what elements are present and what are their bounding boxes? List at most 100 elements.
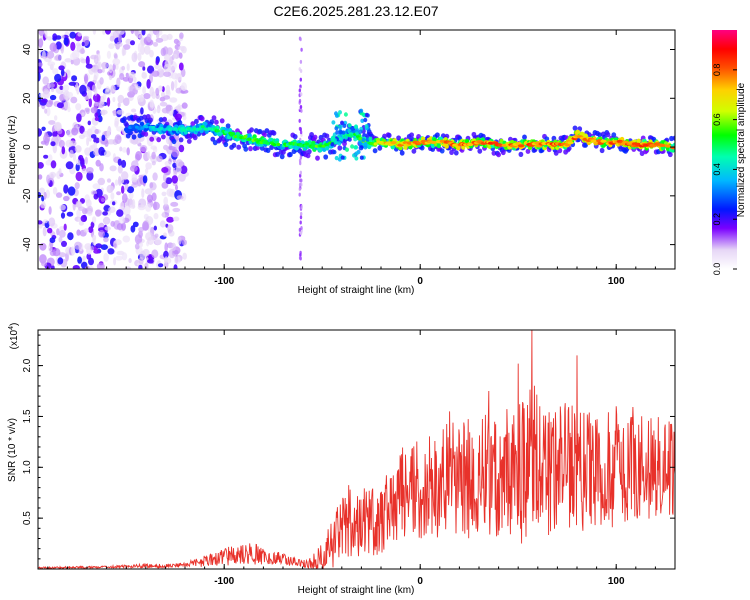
spectrogram-x-tick-label: 100: [608, 276, 625, 287]
spectrogram-cell: [93, 137, 100, 144]
spectrogram-cell: [38, 174, 43, 180]
spectrogram-cell: [75, 158, 81, 166]
spectrogram-cell: [79, 84, 87, 95]
spectrogram-cell: [52, 68, 59, 75]
spectrogram-x-tick-label: 0: [417, 276, 423, 287]
spectrogram-cell: [165, 84, 171, 95]
spectrogram-cell: [87, 120, 92, 126]
spectrogram-cell: [86, 137, 90, 147]
spectrogram-cell: [174, 73, 183, 81]
spectrogram-cell: [353, 145, 358, 150]
spectrogram-cell: [265, 141, 270, 145]
spectrogram-cell: [147, 259, 154, 264]
spectrogram-cell: [102, 216, 111, 225]
spectrogram-cell: [164, 256, 169, 264]
spectrogram-cell: [71, 75, 78, 82]
spectrogram-cell: [112, 63, 116, 71]
spectrogram-cell: [165, 177, 173, 185]
spectrogram-cell: [110, 84, 116, 93]
spectrogram-cell: [315, 155, 320, 161]
spectrogram-cell: [151, 70, 160, 77]
spectrogram-cell: [219, 118, 225, 124]
spectrogram-cell: [178, 62, 184, 71]
spectrogram-cell: [430, 140, 437, 144]
spectrogram-cell: [144, 125, 149, 129]
spectrogram-cell: [162, 203, 170, 211]
spectrogram-cell: [109, 165, 117, 172]
spectrogram-cell: [48, 120, 56, 125]
spectrogram-cell: [122, 76, 130, 82]
spectrogram-cell: [518, 151, 524, 157]
spectrogram-cell: [58, 65, 65, 71]
spectrogram-cell: [672, 142, 675, 148]
spectrogram-cell: [411, 148, 417, 154]
spectrogram-cell: [70, 96, 78, 104]
spectrogram-cell: [88, 97, 93, 108]
spectrogram-cell: [349, 133, 354, 139]
spectrogram-cell: [409, 132, 414, 138]
colorbar-gradient: [712, 30, 737, 269]
spectrogram-y-axis-label: Frequency (Hz): [7, 116, 18, 185]
spectrogram-cell: [181, 82, 187, 92]
spectrogram-cell: [38, 220, 43, 225]
spectrogram-cell: [50, 160, 57, 169]
spectrogram-cell: [46, 174, 51, 184]
spectrogram-cell: [347, 137, 352, 142]
spectrogram-cell: [350, 144, 355, 149]
spectrogram-cell: [97, 115, 103, 123]
spectrogram-cell: [144, 188, 153, 195]
spectrogram-x-ticks: -100 0 100: [47, 30, 676, 287]
spectrogram-cell: [211, 115, 217, 121]
spectrogram-cell: [43, 154, 49, 159]
spectrogram-cell: [331, 120, 336, 125]
spectrogram-x-axis-label: Height of straight line (km): [298, 285, 415, 296]
spectrogram-cell: [101, 134, 106, 141]
spectrogram-cell: [108, 64, 113, 74]
spectrogram-cell: [178, 137, 184, 143]
spectrogram-cell: [44, 108, 48, 114]
spectrogram-cell: [154, 238, 162, 245]
spectrogram-cell: [298, 227, 302, 232]
spectrogram-cell: [140, 93, 145, 102]
spectrogram-cell: [98, 146, 105, 156]
spectrogram-cell: [231, 142, 237, 148]
spectrogram-cell: [61, 240, 67, 247]
spectrogram-cell: [318, 147, 323, 153]
colorbar-tick-label: 0.0: [712, 263, 722, 276]
spectrogram-cell: [154, 233, 159, 238]
spectrogram-cell: [40, 140, 47, 145]
spectrogram-cell: [142, 66, 146, 71]
spectrogram-cell: [40, 98, 48, 104]
spectrogram-cell: [340, 120, 344, 126]
spectrogram-cell: [100, 244, 109, 251]
spectrogram-cell: [360, 118, 365, 124]
spectrogram-cell: [86, 253, 92, 260]
spectrogram-cell: [94, 117, 100, 121]
spectrogram-cell: [151, 160, 156, 166]
spectrogram-cell: [175, 159, 184, 169]
spectrogram-cell: [46, 36, 53, 41]
spectrogram-cell: [38, 71, 41, 82]
spectrogram-cell: [272, 142, 277, 147]
spectrogram-cell: [117, 165, 123, 174]
spectrogram-cell: [194, 118, 199, 124]
spectrogram-cell: [61, 146, 66, 155]
spectrogram-cell: [292, 134, 298, 140]
spectrogram-cell: [74, 241, 82, 250]
spectrogram-cell: [109, 35, 115, 42]
spectrogram-cell: [175, 184, 178, 191]
spectrogram-cell: [100, 109, 108, 115]
spectrogram-cell: [359, 155, 364, 160]
spectrogram-cell: [60, 69, 65, 77]
spectrogram-cell: [173, 53, 178, 59]
spectrogram-cell: [70, 41, 76, 52]
spectrogram-cell: [599, 147, 605, 154]
spectrogram-cell: [187, 126, 192, 130]
spectrogram-cell: [44, 30, 48, 38]
spectrogram-cell: [116, 41, 123, 48]
spectrogram-cell: [299, 77, 302, 82]
spectrogram-cell: [38, 224, 43, 229]
spectrogram-cell: [161, 134, 166, 140]
spectrogram-cell: [121, 252, 128, 261]
spectrogram-cell: [176, 195, 184, 200]
